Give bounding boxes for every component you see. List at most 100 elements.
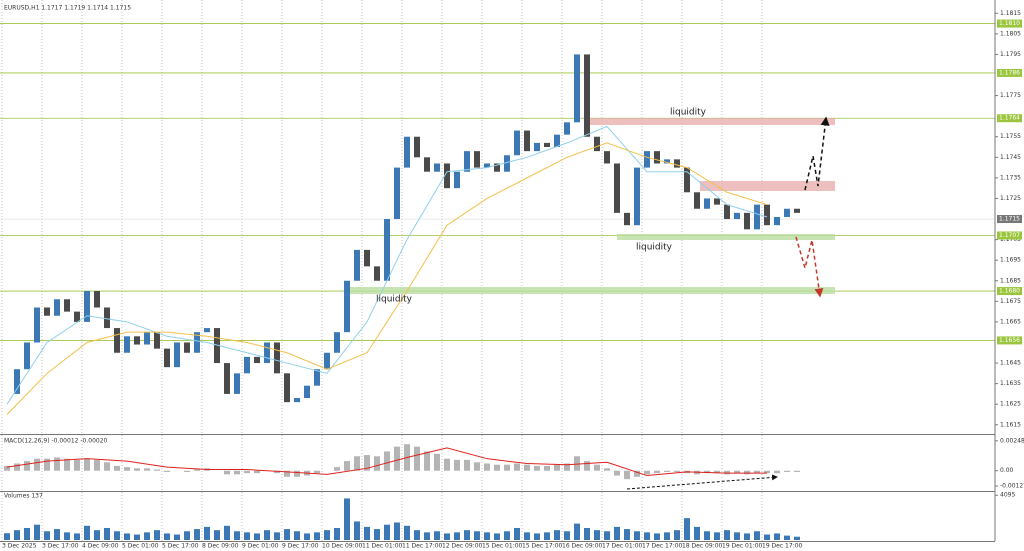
bar xyxy=(134,468,140,471)
current-price-bg xyxy=(997,215,1022,224)
candle xyxy=(44,307,50,316)
bar xyxy=(284,529,290,540)
candle xyxy=(144,332,150,345)
bar xyxy=(334,467,340,471)
x-tick-label: 8 Dec 09:00 xyxy=(202,543,239,550)
candle xyxy=(324,352,330,370)
level-label: 1.1656 xyxy=(999,337,1020,344)
bar xyxy=(444,533,450,540)
bar xyxy=(54,457,60,471)
candle xyxy=(84,291,90,322)
candle xyxy=(274,342,280,374)
candle xyxy=(364,249,370,267)
bar xyxy=(214,530,220,540)
bar xyxy=(454,459,460,471)
y-tick-label: 1.1665 xyxy=(1000,318,1021,325)
y-tick-label: 1.1705 xyxy=(1000,236,1021,243)
bar xyxy=(264,530,270,540)
annotation: liquidity xyxy=(636,243,673,253)
y-tick-label: 1.1615 xyxy=(1000,421,1021,428)
candle xyxy=(794,208,800,213)
candle xyxy=(664,159,670,164)
bar xyxy=(624,470,630,480)
bar xyxy=(154,530,160,540)
bar xyxy=(464,530,470,540)
candle xyxy=(224,363,230,394)
bar xyxy=(14,463,20,471)
bar xyxy=(234,470,240,475)
bar xyxy=(144,532,150,540)
divergence-arrow xyxy=(626,474,778,490)
bar xyxy=(384,451,390,471)
bar xyxy=(424,532,430,540)
level-label: 1.1680 xyxy=(999,288,1020,295)
bar xyxy=(504,464,510,471)
candle xyxy=(304,385,310,399)
y-tick-label: 1.1695 xyxy=(1000,257,1021,264)
bar xyxy=(544,532,550,540)
bar xyxy=(724,530,730,540)
bar xyxy=(714,470,720,474)
bar xyxy=(154,469,160,471)
bar xyxy=(714,532,720,540)
candle xyxy=(714,198,720,205)
candle xyxy=(734,212,740,220)
bar xyxy=(574,456,580,471)
bar xyxy=(134,534,140,540)
bar xyxy=(434,531,440,540)
bar xyxy=(584,527,590,540)
y-tick-label: 4095 xyxy=(1000,492,1015,499)
candle xyxy=(614,163,620,213)
bar xyxy=(574,523,580,540)
candle xyxy=(194,332,200,353)
bar xyxy=(384,524,390,540)
bar xyxy=(604,468,610,471)
bar xyxy=(564,463,570,471)
bar xyxy=(594,530,600,540)
bar xyxy=(54,529,60,540)
bar xyxy=(554,464,560,471)
bar xyxy=(564,531,570,540)
candle xyxy=(764,204,770,226)
bar xyxy=(14,530,20,540)
bar xyxy=(464,459,470,471)
bar xyxy=(44,458,50,471)
bar xyxy=(394,446,400,471)
y-tick-label: 1.1775 xyxy=(1000,92,1021,99)
candle xyxy=(204,328,210,333)
bar xyxy=(784,470,790,472)
candle xyxy=(544,142,550,148)
candle xyxy=(154,332,160,349)
bar xyxy=(654,470,660,474)
candle xyxy=(284,373,290,403)
candle xyxy=(774,216,780,226)
candle xyxy=(564,122,570,135)
bar xyxy=(364,455,370,471)
x-tick-label: 12 Dec 09:00 xyxy=(442,543,483,550)
bar xyxy=(684,518,690,540)
bar xyxy=(644,470,650,475)
bar xyxy=(584,461,590,471)
bar xyxy=(704,531,710,540)
bar xyxy=(644,532,650,540)
y-tick-label: 1.1675 xyxy=(1000,298,1021,305)
candle xyxy=(264,342,270,364)
level-label: 1.1707 xyxy=(999,232,1020,239)
bar xyxy=(104,527,110,540)
annotation: liquidity xyxy=(376,295,413,305)
bar xyxy=(64,532,70,540)
bar xyxy=(254,470,260,474)
candle xyxy=(624,212,630,226)
y-tick-label: 0.00 xyxy=(1000,467,1014,474)
bar xyxy=(64,458,70,471)
arrows xyxy=(626,116,830,490)
candle xyxy=(344,280,350,333)
candle xyxy=(724,204,730,220)
bar xyxy=(94,459,100,471)
bar xyxy=(24,461,30,471)
x-tick-label: 3 Dec 2025 xyxy=(2,543,37,550)
support-zone xyxy=(350,287,835,294)
candle xyxy=(514,130,520,156)
bar xyxy=(514,463,520,471)
bar xyxy=(84,525,90,540)
